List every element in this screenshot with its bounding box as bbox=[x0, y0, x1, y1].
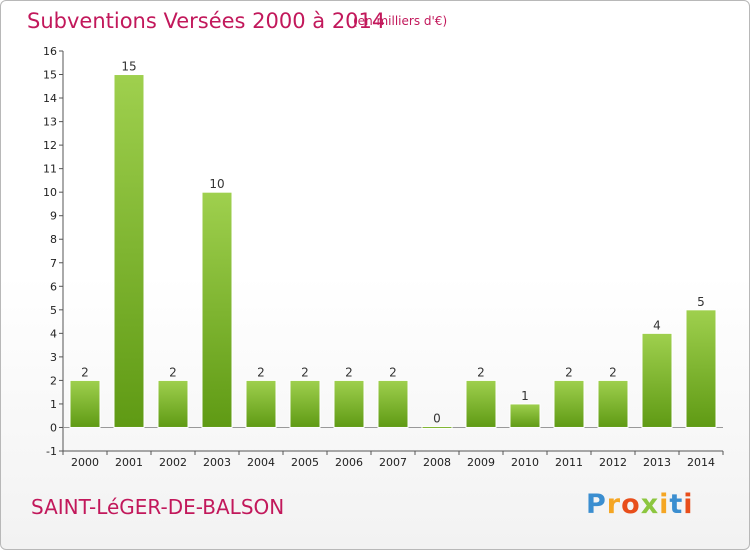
y-tick-label: 13 bbox=[43, 116, 57, 129]
logo-letter: t bbox=[669, 489, 684, 520]
place-name: SAINT-LéGER-DE-BALSON bbox=[31, 495, 285, 519]
y-tick-label: 2 bbox=[50, 374, 57, 387]
y-tick-label: 7 bbox=[50, 257, 57, 270]
x-tick-label: 2005 bbox=[291, 456, 319, 469]
x-tick-label: 2007 bbox=[379, 456, 407, 469]
y-tick-label: 10 bbox=[43, 186, 57, 199]
logo-letter: o bbox=[621, 489, 641, 520]
y-tick-label: 0 bbox=[50, 421, 57, 434]
bar-value-label: 2 bbox=[169, 365, 177, 379]
bar bbox=[509, 403, 541, 428]
x-tick-label: 2008 bbox=[423, 456, 451, 469]
bar-value-label: 2 bbox=[477, 365, 485, 379]
bar bbox=[245, 379, 277, 428]
x-tick-label: 2010 bbox=[511, 456, 539, 469]
bar bbox=[597, 379, 629, 428]
bar-value-label: 0 bbox=[433, 411, 441, 425]
bar-value-label: 2 bbox=[389, 365, 397, 379]
y-tick-label: 11 bbox=[43, 163, 57, 176]
bar bbox=[157, 379, 189, 428]
bar-value-label: 15 bbox=[121, 60, 136, 74]
y-tick-label: 12 bbox=[43, 139, 57, 152]
bar-value-label: 2 bbox=[565, 365, 573, 379]
bar-value-label: 2 bbox=[609, 365, 617, 379]
y-tick-label: 4 bbox=[50, 327, 57, 340]
bar bbox=[377, 379, 409, 428]
logo-letter: i bbox=[659, 489, 670, 520]
bar-value-label: 1 bbox=[521, 389, 529, 403]
logo-letter: r bbox=[606, 489, 622, 520]
y-tick-label: 9 bbox=[50, 210, 57, 223]
x-tick-label: 2003 bbox=[203, 456, 231, 469]
x-tick-label: 2006 bbox=[335, 456, 363, 469]
chart-title: Subventions Versées 2000 à 2014 bbox=[27, 9, 386, 33]
x-tick-label: 2009 bbox=[467, 456, 495, 469]
bar bbox=[465, 379, 497, 428]
y-tick-label: 6 bbox=[50, 280, 57, 293]
logo-letter: P bbox=[586, 489, 607, 520]
proxiti-logo: Proxiti bbox=[586, 489, 694, 520]
bar-value-label: 2 bbox=[81, 365, 89, 379]
x-tick-label: 2011 bbox=[555, 456, 583, 469]
y-tick-label: 3 bbox=[50, 351, 57, 364]
bar bbox=[685, 309, 717, 428]
x-tick-label: 2004 bbox=[247, 456, 275, 469]
logo-letter: i bbox=[683, 489, 694, 520]
bar bbox=[201, 191, 233, 428]
x-tick-label: 2013 bbox=[643, 456, 671, 469]
bar bbox=[113, 74, 145, 428]
bar bbox=[421, 425, 453, 429]
bar bbox=[553, 379, 585, 428]
y-tick-label: 16 bbox=[43, 45, 57, 58]
x-tick-label: 2012 bbox=[599, 456, 627, 469]
y-tick-label: 15 bbox=[43, 69, 57, 82]
bar-value-label: 2 bbox=[257, 365, 265, 379]
bar-value-label: 2 bbox=[345, 365, 353, 379]
bar bbox=[641, 332, 673, 428]
x-tick-label: 2001 bbox=[115, 456, 143, 469]
y-tick-label: 1 bbox=[50, 398, 57, 411]
bar bbox=[289, 379, 321, 428]
bar-value-label: 2 bbox=[301, 365, 309, 379]
x-tick-label: 2014 bbox=[687, 456, 715, 469]
bar bbox=[333, 379, 365, 428]
bar-value-label: 10 bbox=[209, 177, 224, 191]
logo-letter: x bbox=[640, 489, 660, 520]
bar bbox=[69, 379, 101, 428]
y-tick-label: 14 bbox=[43, 92, 57, 105]
bar-value-label: 5 bbox=[697, 295, 705, 309]
bar-value-label: 4 bbox=[653, 318, 661, 332]
chart-subtitle: (en milliers d'€) bbox=[353, 14, 448, 28]
y-tick-label: 5 bbox=[50, 304, 57, 317]
x-tick-label: 2002 bbox=[159, 456, 187, 469]
y-tick-label: -1 bbox=[46, 445, 57, 458]
y-tick-label: 8 bbox=[50, 233, 57, 246]
x-tick-label: 2000 bbox=[71, 456, 99, 469]
